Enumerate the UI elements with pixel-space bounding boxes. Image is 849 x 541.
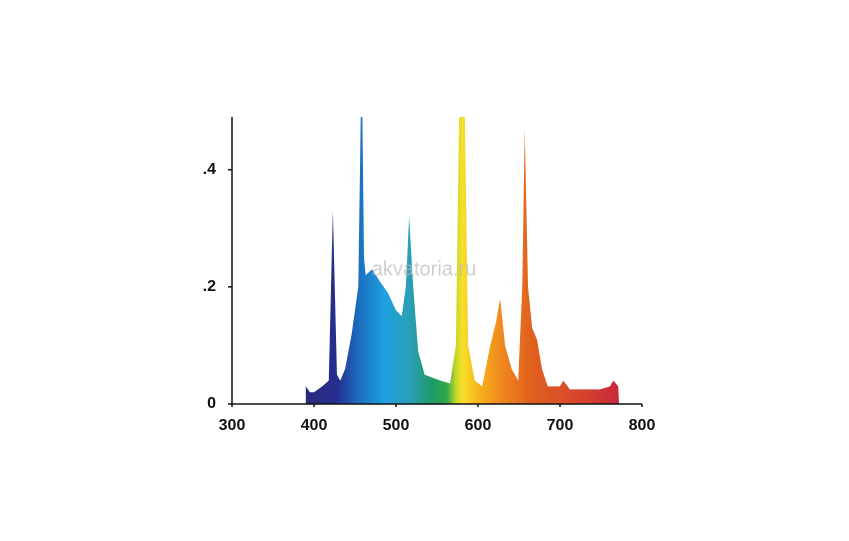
y-tick-label: .2 xyxy=(203,278,216,295)
x-tick-label: 300 xyxy=(219,417,246,434)
watermark: akvatoria.ru xyxy=(372,258,477,280)
y-tick-label: .4 xyxy=(203,161,216,178)
x-tick-label: 700 xyxy=(547,417,574,434)
spectrum-area xyxy=(305,117,620,404)
x-tick-label: 400 xyxy=(301,417,328,434)
plot-area xyxy=(305,117,620,404)
y-tick-label: 0 xyxy=(207,395,216,412)
x-tick-label: 600 xyxy=(465,417,492,434)
x-tick-label: 500 xyxy=(383,417,410,434)
x-tick-label: 800 xyxy=(629,417,656,434)
